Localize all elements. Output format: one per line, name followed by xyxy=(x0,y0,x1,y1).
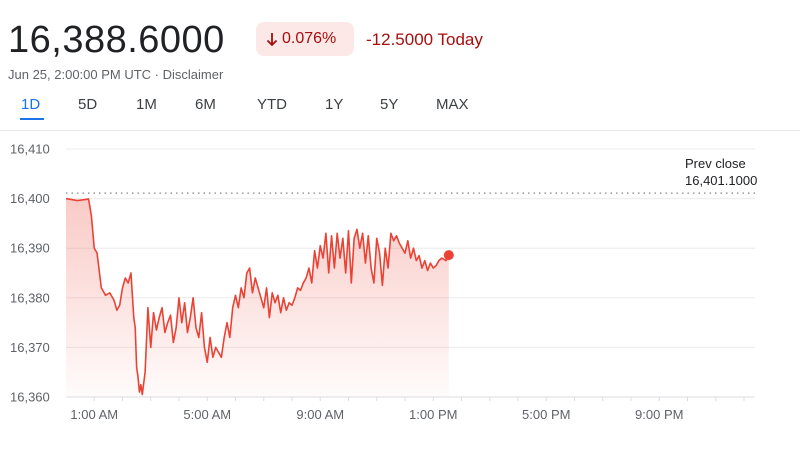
tabs-divider xyxy=(0,130,800,131)
x-axis-ticks xyxy=(93,397,745,401)
price-value: 16,388.6000 xyxy=(8,19,225,61)
last-price-dot xyxy=(443,250,454,261)
timestamp-disclaimer[interactable]: Jun 25, 2:00:00 PM UTC · Disclaimer xyxy=(8,67,224,82)
y-tick-label: 16,360 xyxy=(10,390,50,405)
price-area-fill xyxy=(66,198,449,397)
tab-1d[interactable]: 1D xyxy=(21,96,41,113)
tab-5y[interactable]: 5Y xyxy=(380,96,399,113)
y-tick-label: 16,370 xyxy=(10,340,50,355)
x-axis-labels: 1:00 AM 5:00 AM 9:00 AM 1:00 PM 5:00 PM 9:00 … xyxy=(70,407,683,422)
y-tick-label: 16,410 xyxy=(10,142,50,157)
arrow-down-icon xyxy=(266,33,278,47)
prev-close-value: 16,401.1000 xyxy=(685,173,758,188)
change-percent-text: 0.076% xyxy=(282,30,337,47)
y-tick-label: 16,400 xyxy=(10,191,50,206)
tab-max[interactable]: MAX xyxy=(436,96,469,113)
change-percent-badge: 0.076% xyxy=(256,22,354,56)
tab-ytd[interactable]: YTD xyxy=(257,96,287,113)
x-tick-label: 1:00 AM xyxy=(70,407,118,422)
prev-close-label: Prev close xyxy=(685,156,746,171)
x-tick-label: 5:00 AM xyxy=(183,407,231,422)
tab-1y[interactable]: 1Y xyxy=(325,96,344,113)
y-axis-labels: 16,360 16,370 16,380 16,390 16,400 16,410 xyxy=(10,142,50,405)
change-absolute-text: -12.5000 Today xyxy=(366,30,483,49)
x-tick-label: 1:00 PM xyxy=(409,407,457,422)
tab-5d[interactable]: 5D xyxy=(78,96,98,113)
price-line xyxy=(65,197,450,396)
x-tick-label: 9:00 PM xyxy=(635,407,683,422)
y-tick-label: 16,380 xyxy=(10,290,50,305)
active-tab-indicator xyxy=(20,118,44,120)
x-tick-label: 5:00 PM xyxy=(522,407,570,422)
y-tick-label: 16,390 xyxy=(10,241,50,256)
tab-1m[interactable]: 1M xyxy=(136,96,157,113)
prev-close-label-block: Prev close 16,401.1000 xyxy=(685,155,757,189)
tab-6m[interactable]: 6M xyxy=(195,96,216,113)
x-tick-label: 9:00 AM xyxy=(296,407,344,422)
